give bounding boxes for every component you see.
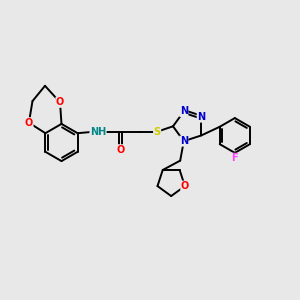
Text: N: N xyxy=(180,106,188,116)
Text: O: O xyxy=(25,118,33,128)
Text: N: N xyxy=(180,136,188,146)
Text: S: S xyxy=(154,127,161,137)
Text: O: O xyxy=(181,181,189,191)
Text: NH: NH xyxy=(90,127,106,137)
Text: N: N xyxy=(197,112,205,122)
Text: F: F xyxy=(232,153,238,163)
Text: O: O xyxy=(116,145,124,155)
Text: O: O xyxy=(56,97,64,107)
